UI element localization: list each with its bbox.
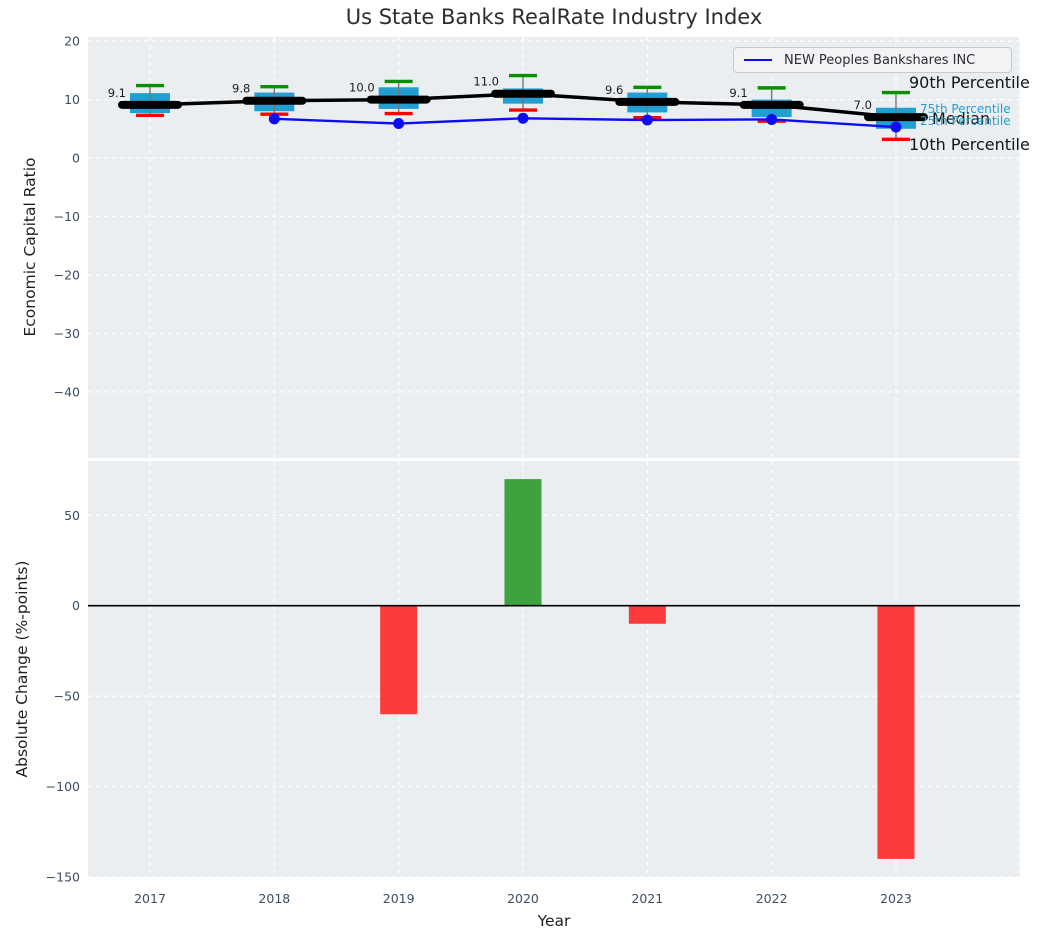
bar-2020 [504, 479, 542, 606]
company-marker-2019 [393, 118, 405, 130]
median-value-2020: 11.0 [473, 75, 499, 89]
annotation-10th-percentile: 10th Percentile [909, 135, 1030, 154]
svg-text:0: 0 [72, 598, 80, 613]
svg-text:2021: 2021 [631, 891, 663, 906]
company-marker-2021 [641, 114, 653, 126]
panel-bg-1 [88, 461, 1020, 877]
svg-text:0: 0 [72, 151, 80, 166]
bar-2021 [628, 605, 666, 624]
change-bars [380, 479, 915, 859]
svg-text:20: 20 [64, 34, 80, 49]
median-value-2021: 9.6 [605, 83, 623, 97]
annotation-75th-percentile: 75th Percentile [920, 102, 1011, 116]
svg-text:10: 10 [64, 92, 80, 107]
x-axis-label: Year [537, 912, 571, 930]
svg-text:50: 50 [64, 508, 80, 523]
company-marker-2020 [517, 112, 529, 124]
legend: NEW Peoples Bankshares INC [733, 47, 1012, 73]
svg-text:−40: −40 [54, 384, 80, 399]
legend-company-label: NEW Peoples Bankshares INC [784, 52, 976, 68]
svg-text:−30: −30 [54, 326, 80, 341]
median-value-2023: 7.0 [854, 98, 872, 112]
svg-text:−150: −150 [46, 870, 80, 885]
annotation-90th-percentile: 90th Percentile [909, 73, 1030, 92]
median-value-2022: 9.1 [729, 86, 747, 100]
company-marker-2018 [268, 113, 280, 125]
company-markers [268, 112, 902, 133]
median-value-2017: 9.1 [108, 86, 126, 100]
panel-bg-0 [88, 37, 1020, 458]
svg-text:2018: 2018 [258, 891, 290, 906]
legend-line-sample [744, 59, 772, 61]
company-marker-2023 [890, 121, 902, 133]
y-axis-label-bottom: Absolute Change (%-points) [13, 560, 31, 778]
svg-text:2020: 2020 [507, 891, 539, 906]
svg-text:2019: 2019 [383, 891, 415, 906]
company-line [274, 117, 897, 129]
chart-title: Us State Banks RealRate Industry Index [345, 5, 763, 29]
svg-text:2023: 2023 [880, 891, 912, 906]
y-axis-label-top: Economic Capital Ratio [21, 157, 39, 337]
median-segments: 9.1 9.8 10.0 11.0 9.6 9.1 7.0 [108, 75, 928, 122]
tick-labels: 20 10 0 −10 −20 −30 −40 50 0 −50 −100 −150 2017 2018 2… [46, 34, 912, 906]
annotation-median: Median [932, 109, 991, 128]
svg-text:−20: −20 [54, 267, 80, 282]
bar-2023 [877, 605, 915, 859]
svg-text:−50: −50 [54, 689, 80, 704]
svg-text:2022: 2022 [756, 891, 788, 906]
median-value-2018: 9.8 [232, 82, 250, 96]
median-value-2019: 10.0 [349, 81, 375, 95]
bar-2019 [380, 605, 418, 715]
annotation-25th-percentile: 25th Percentile [920, 114, 1011, 128]
svg-text:−10: −10 [54, 209, 80, 224]
company-marker-2022 [766, 113, 778, 125]
svg-text:2017: 2017 [134, 891, 166, 906]
svg-text:−100: −100 [46, 779, 80, 794]
